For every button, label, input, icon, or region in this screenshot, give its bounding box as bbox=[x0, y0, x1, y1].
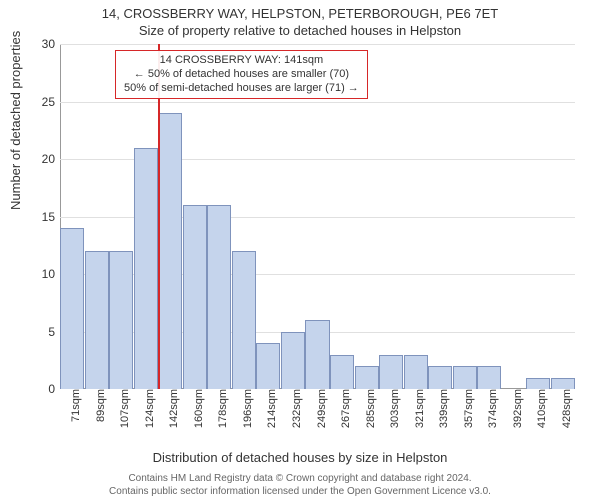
x-tick-label: 214sqm bbox=[266, 389, 278, 428]
x-tick-label: 160sqm bbox=[193, 389, 205, 428]
page-subtitle: Size of property relative to detached ho… bbox=[0, 21, 600, 38]
footer-attribution: Contains HM Land Registry data © Crown c… bbox=[0, 472, 600, 498]
x-tick-label: 285sqm bbox=[365, 389, 377, 428]
annotation-line-1: 14 CROSSBERRY WAY: 141sqm bbox=[124, 54, 359, 68]
footer-line-1: Contains HM Land Registry data © Crown c… bbox=[0, 472, 600, 485]
x-tick-label: 124sqm bbox=[144, 389, 156, 428]
y-tick-label: 15 bbox=[25, 210, 55, 224]
x-tick-label: 71sqm bbox=[70, 389, 82, 422]
histogram-bar bbox=[330, 355, 354, 390]
x-tick-label: 339sqm bbox=[438, 389, 450, 428]
footer-line-2: Contains public sector information licen… bbox=[0, 485, 600, 498]
x-axis-label: Distribution of detached houses by size … bbox=[0, 450, 600, 465]
annotation-line-3: 50% of semi-detached houses are larger (… bbox=[124, 82, 359, 96]
y-tick-label: 25 bbox=[25, 95, 55, 109]
x-tick-label: 267sqm bbox=[340, 389, 352, 428]
histogram-bar bbox=[232, 251, 256, 389]
histogram-bar bbox=[207, 205, 231, 389]
gridline bbox=[60, 102, 575, 103]
x-tick-label: 89sqm bbox=[95, 389, 107, 422]
annotation-line-2: ← 50% of detached houses are smaller (70… bbox=[124, 68, 359, 82]
y-tick-label: 20 bbox=[25, 152, 55, 166]
x-tick-label: 303sqm bbox=[389, 389, 401, 428]
plot-region: 05101520253071sqm89sqm107sqm124sqm142sqm… bbox=[60, 44, 575, 389]
x-tick-label: 392sqm bbox=[512, 389, 524, 428]
histogram-bar bbox=[183, 205, 207, 389]
x-tick-label: 178sqm bbox=[217, 389, 229, 428]
page-title: 14, CROSSBERRY WAY, HELPSTON, PETERBOROU… bbox=[0, 0, 600, 21]
histogram-bar bbox=[355, 366, 379, 389]
y-tick-label: 0 bbox=[25, 382, 55, 396]
x-tick-label: 107sqm bbox=[119, 389, 131, 428]
histogram-bar bbox=[551, 378, 575, 390]
histogram-bar bbox=[477, 366, 501, 389]
histogram-bar bbox=[256, 343, 280, 389]
histogram-bar bbox=[158, 113, 182, 389]
x-tick-label: 428sqm bbox=[561, 389, 573, 428]
x-tick-label: 374sqm bbox=[487, 389, 499, 428]
x-tick-label: 357sqm bbox=[463, 389, 475, 428]
x-tick-label: 232sqm bbox=[291, 389, 303, 428]
histogram-bar bbox=[134, 148, 158, 390]
x-tick-label: 321sqm bbox=[414, 389, 426, 428]
histogram-bar bbox=[526, 378, 550, 390]
y-axis-label: Number of detached properties bbox=[8, 31, 23, 210]
y-tick-label: 10 bbox=[25, 267, 55, 281]
histogram-bar bbox=[85, 251, 109, 389]
x-tick-label: 196sqm bbox=[242, 389, 254, 428]
gridline bbox=[60, 44, 575, 45]
histogram-bar bbox=[109, 251, 133, 389]
histogram-bar bbox=[281, 332, 305, 390]
annotation-box: 14 CROSSBERRY WAY: 141sqm← 50% of detach… bbox=[115, 50, 368, 99]
y-tick-label: 30 bbox=[25, 37, 55, 51]
y-tick-label: 5 bbox=[25, 325, 55, 339]
histogram-bar bbox=[404, 355, 428, 390]
x-tick-label: 410sqm bbox=[536, 389, 548, 428]
chart-area: 05101520253071sqm89sqm107sqm124sqm142sqm… bbox=[60, 44, 575, 389]
x-tick-label: 142sqm bbox=[168, 389, 180, 428]
histogram-bar bbox=[428, 366, 452, 389]
x-tick-label: 249sqm bbox=[316, 389, 328, 428]
histogram-bar bbox=[379, 355, 403, 390]
histogram-bar bbox=[60, 228, 84, 389]
histogram-bar bbox=[305, 320, 329, 389]
histogram-bar bbox=[453, 366, 477, 389]
